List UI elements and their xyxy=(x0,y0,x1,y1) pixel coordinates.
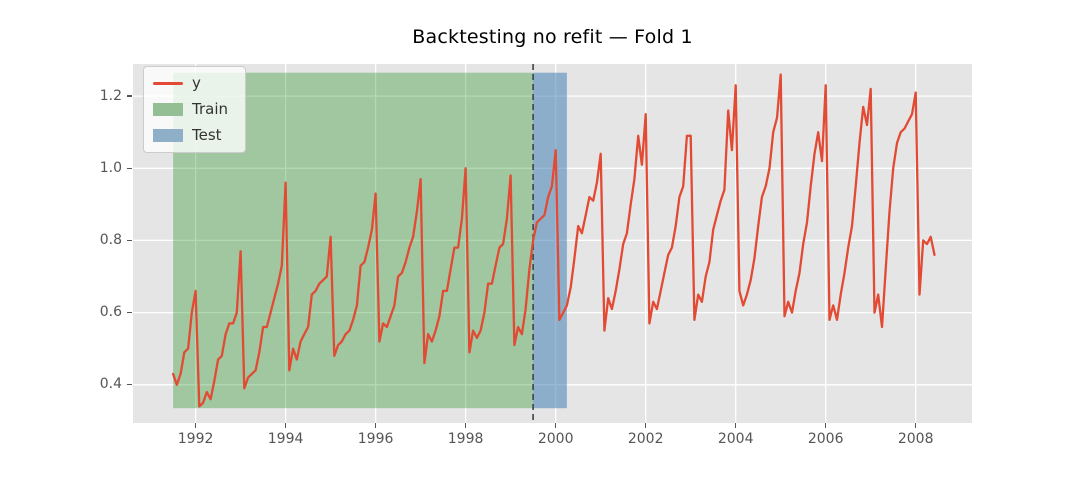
y-tick-mark xyxy=(127,384,132,386)
chart-title: Backtesting no refit — Fold 1 xyxy=(412,26,693,48)
plot-area xyxy=(133,64,972,423)
x-tick-mark xyxy=(464,423,467,428)
x-tick-mark xyxy=(915,423,917,428)
x-tick-label: 2000 xyxy=(537,431,574,447)
x-tick-mark xyxy=(555,423,557,428)
y-tick-label: 0.4 xyxy=(99,376,122,393)
y-tick-mark xyxy=(127,167,132,169)
x-tick-label: 1998 xyxy=(447,431,484,447)
x-tick-mark xyxy=(825,423,827,428)
x-tick-label: 1994 xyxy=(267,431,304,447)
legend-item-y: y xyxy=(153,75,235,92)
legend-patch-swatch-train xyxy=(153,103,183,116)
x-tick-label: 1992 xyxy=(177,431,214,447)
region-test xyxy=(533,72,567,409)
legend-item-test: Test xyxy=(153,127,235,144)
y-tick-label: 0.8 xyxy=(99,231,122,248)
chart-svg xyxy=(133,64,972,423)
legend-label-train: Train xyxy=(192,100,228,118)
x-tick-mark xyxy=(194,423,197,428)
x-tick-mark xyxy=(645,423,647,428)
legend-patch-swatch-test xyxy=(153,129,183,142)
y-tick-mark xyxy=(127,239,132,242)
x-tick-label: 2002 xyxy=(627,431,664,447)
x-tick-label: 2008 xyxy=(897,431,934,447)
y-tick-mark xyxy=(127,311,132,314)
x-tick-label: 1996 xyxy=(357,431,394,447)
y-tick-mark xyxy=(127,95,132,97)
y-tick-label: 1.2 xyxy=(99,87,122,104)
x-tick-mark xyxy=(735,423,737,428)
legend-item-train: Train xyxy=(153,101,235,118)
legend-label-y: y xyxy=(192,74,201,92)
x-tick-mark xyxy=(284,423,287,428)
x-tick-label: 2006 xyxy=(807,431,844,447)
legend-line-swatch-y xyxy=(153,82,183,85)
y-tick-label: 0.6 xyxy=(99,304,122,321)
x-tick-label: 2004 xyxy=(717,431,754,447)
legend-label-test: Test xyxy=(192,126,222,144)
series-y xyxy=(171,73,936,408)
legend: y Train Test xyxy=(143,66,246,153)
x-tick-mark xyxy=(374,423,377,428)
y-tick-label: 1.0 xyxy=(99,159,122,176)
